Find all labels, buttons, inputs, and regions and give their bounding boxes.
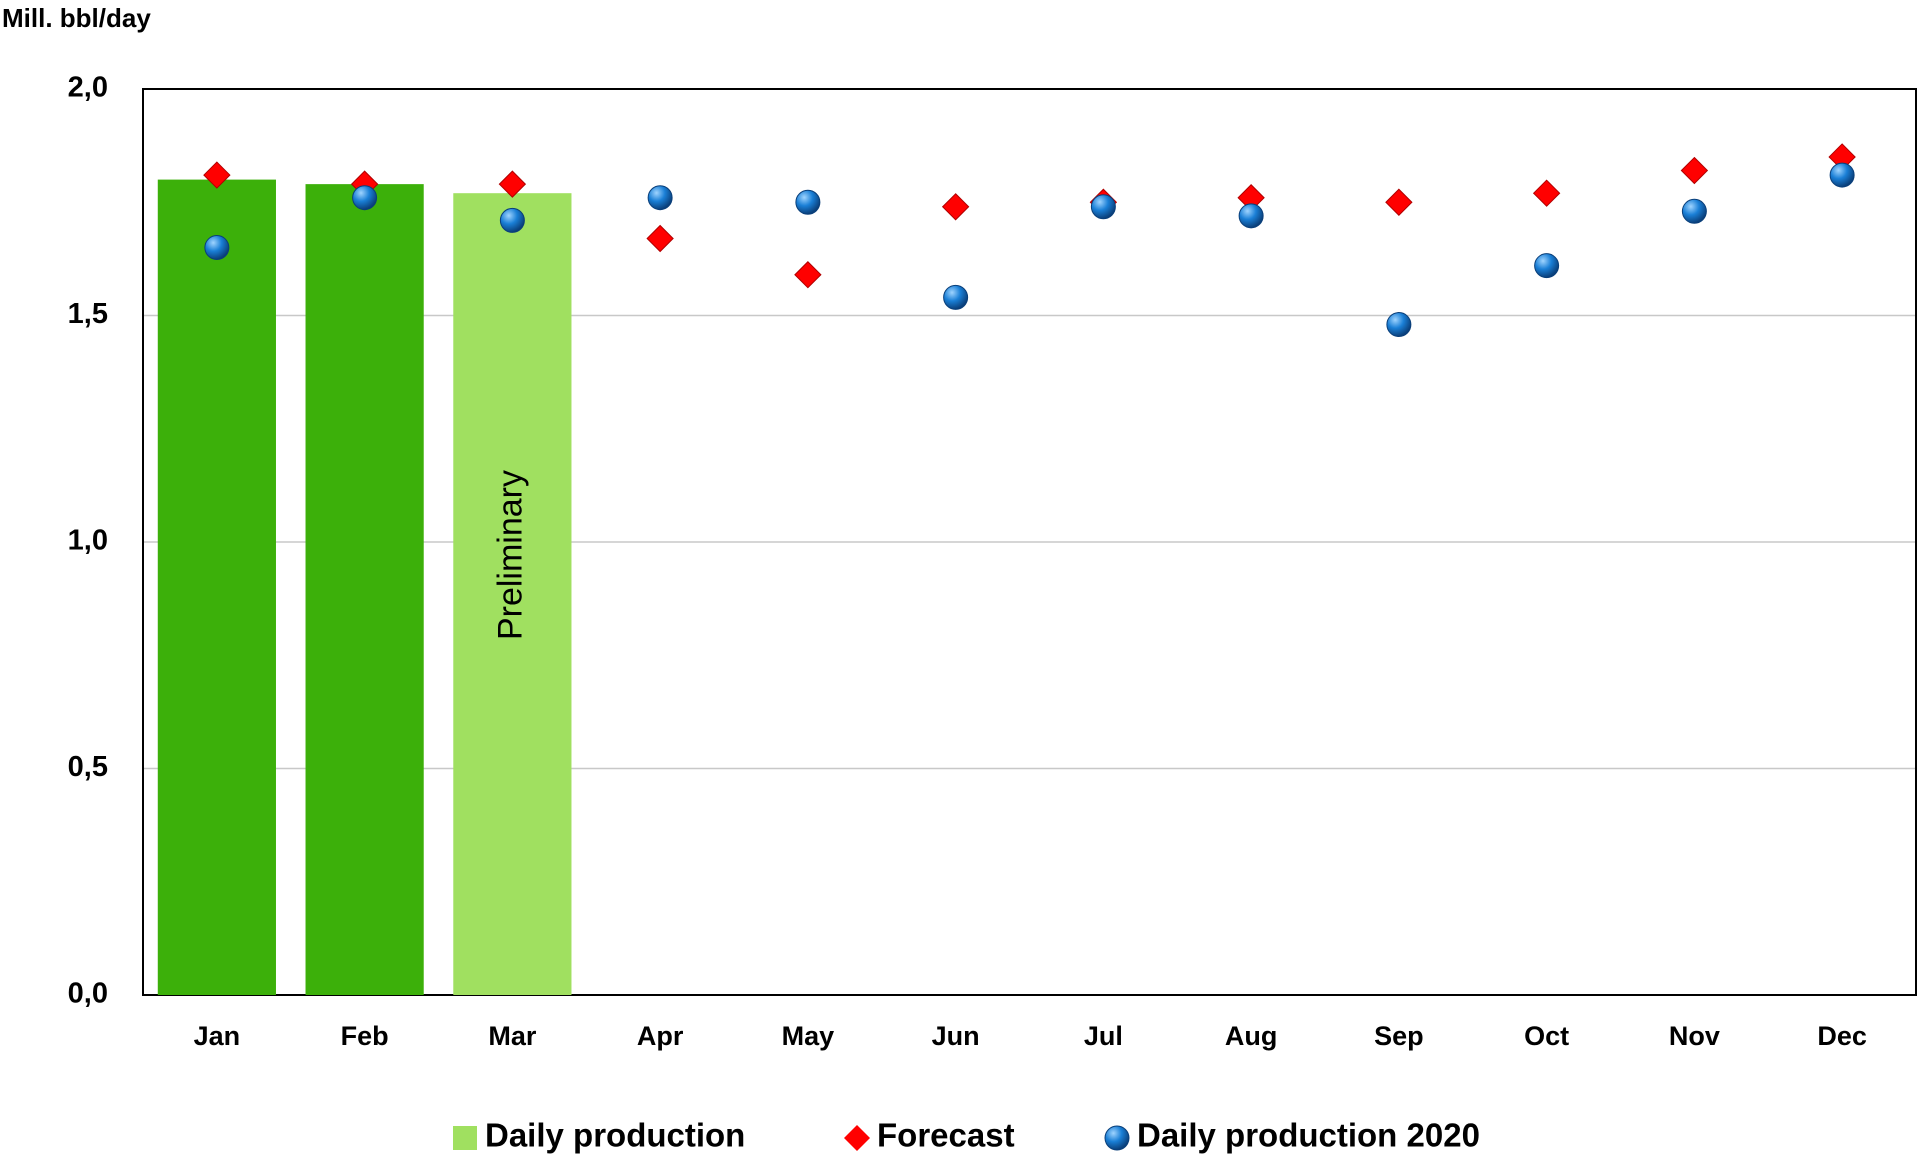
production-2020-marker	[795, 189, 821, 215]
forecast-marker	[1385, 188, 1413, 216]
annotation: Preliminary	[491, 470, 529, 640]
x-tick-label: May	[782, 1021, 835, 1051]
legend-label: Daily production 2020	[1137, 1117, 1480, 1154]
bar	[305, 184, 424, 995]
production-2020-marker	[943, 284, 969, 310]
x-tick-label: Jan	[194, 1021, 241, 1051]
x-tick-label: Mar	[488, 1021, 537, 1051]
production-2020-marker	[1090, 194, 1116, 220]
production-2020-marker	[499, 207, 525, 233]
x-tick-label: Dec	[1817, 1021, 1867, 1051]
forecast-marker	[1532, 179, 1561, 207]
forecast-marker	[498, 170, 527, 198]
y-tick-label: 0,0	[68, 978, 108, 1010]
legend-label: Forecast	[877, 1117, 1015, 1154]
bar	[453, 193, 572, 995]
forecast-marker	[203, 161, 231, 189]
production-2020-marker	[1829, 162, 1855, 188]
y-tick-label: 2,0	[68, 72, 108, 104]
bar	[157, 179, 276, 996]
forecast-marker	[941, 193, 970, 221]
forecast-marker	[794, 261, 822, 289]
x-tick-label: Jul	[1084, 1021, 1123, 1051]
legend-label: Daily production	[485, 1117, 745, 1154]
forecast-marker	[1680, 156, 1709, 185]
production-2020-marker	[1534, 253, 1560, 279]
production-2020-marker	[647, 185, 673, 211]
y-tick-label: 1,0	[68, 525, 108, 557]
legend-swatch	[453, 1126, 477, 1150]
production-2020-marker	[204, 235, 230, 261]
x-tick-label: Jun	[932, 1021, 980, 1051]
y-axis-label: Mill. bbl/day	[2, 3, 151, 33]
legend-swatch	[1104, 1125, 1130, 1151]
production-2020-marker	[1386, 312, 1412, 338]
y-tick-label: 0,5	[68, 751, 108, 783]
x-tick-label: Apr	[637, 1021, 684, 1051]
x-tick-label: Oct	[1524, 1021, 1569, 1051]
legend-swatch	[844, 1125, 870, 1151]
production-2020-marker	[1681, 198, 1707, 224]
x-tick-label: Feb	[341, 1021, 389, 1051]
x-tick-label: Sep	[1374, 1021, 1424, 1051]
production-2020-marker	[352, 185, 378, 211]
production-2020-marker	[1238, 203, 1264, 229]
forecast-marker	[646, 224, 674, 253]
x-tick-label: Aug	[1225, 1021, 1277, 1051]
plot-frame	[142, 88, 1917, 996]
y-tick-label: 1,5	[68, 298, 108, 330]
x-tick-label: Nov	[1669, 1021, 1720, 1051]
